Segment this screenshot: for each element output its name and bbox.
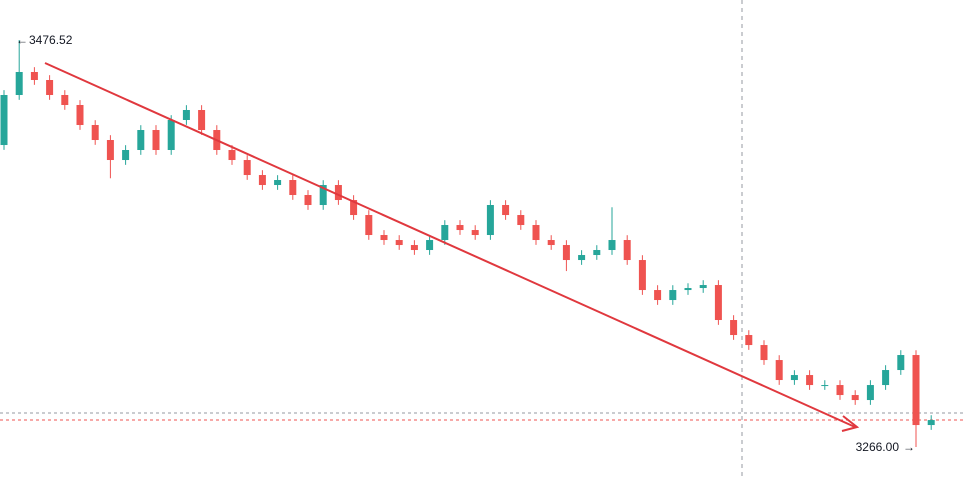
- candle-body: [821, 385, 829, 387]
- candle-body: [547, 240, 555, 246]
- candle-body: [91, 125, 99, 141]
- candle-body: [471, 230, 479, 236]
- candle-body: [350, 200, 358, 216]
- candle-body: [122, 150, 130, 161]
- candle-body: [502, 205, 510, 216]
- trend-arrow: [44, 62, 856, 428]
- candle-body: [334, 185, 342, 201]
- candle-body: [456, 225, 464, 231]
- candle-body: [927, 420, 935, 426]
- candle-body: [319, 185, 327, 206]
- candle-body: [684, 288, 692, 291]
- candle-body: [289, 180, 297, 196]
- candles: [0, 40, 935, 447]
- candle-body: [152, 130, 160, 151]
- candle-body: [486, 205, 494, 236]
- max-label: 3476.52: [29, 33, 73, 47]
- candle-body: [30, 71, 38, 81]
- candle-body: [532, 225, 540, 241]
- candle-body: [623, 240, 631, 261]
- candle-body: [654, 290, 662, 301]
- candle-body: [760, 345, 768, 361]
- candle-body: [243, 160, 251, 176]
- candle-body: [167, 120, 175, 151]
- candle-body: [730, 320, 738, 336]
- candle-body: [669, 290, 677, 301]
- candle-body: [106, 140, 114, 161]
- candle-body: [882, 370, 890, 386]
- candle-body: [304, 195, 312, 206]
- candle-body: [46, 80, 54, 96]
- candle-body: [182, 110, 190, 121]
- candle-body: [228, 150, 236, 161]
- candle-body: [426, 240, 434, 251]
- candle-body: [274, 180, 282, 186]
- arrow-glyph: ←: [16, 33, 28, 47]
- candle-body: [866, 385, 874, 401]
- arrow-glyph: →: [903, 440, 915, 454]
- candle-body: [851, 395, 859, 401]
- candle-body: [714, 285, 722, 321]
- candle-body: [365, 215, 373, 236]
- candle-body: [61, 95, 69, 105]
- candle-body: [836, 385, 844, 396]
- candle-body: [517, 215, 525, 226]
- candle-body: [562, 245, 570, 261]
- candle-body: [198, 110, 206, 131]
- min-label: 3266.00: [856, 440, 900, 454]
- candle-body: [699, 285, 707, 289]
- candle-body: [775, 360, 783, 381]
- candle-body: [593, 250, 601, 256]
- candle-body: [790, 375, 798, 381]
- candle-body: [395, 240, 403, 246]
- candle-body: [745, 335, 753, 346]
- candle-body: [15, 71, 23, 96]
- candle-body: [806, 375, 814, 386]
- candle-body: [410, 245, 418, 251]
- candle-body: [897, 355, 905, 371]
- candle-body: [638, 260, 646, 291]
- arrow-head: [841, 415, 860, 432]
- candle-body: [76, 104, 84, 126]
- candle-body: [608, 240, 616, 251]
- candle-body: [258, 175, 266, 186]
- candle-body: [441, 225, 449, 241]
- candle-body: [0, 95, 8, 146]
- candle-body: [380, 235, 388, 241]
- candle-body: [578, 255, 586, 261]
- candle-body: [137, 130, 145, 151]
- candle-body: [912, 355, 920, 426]
